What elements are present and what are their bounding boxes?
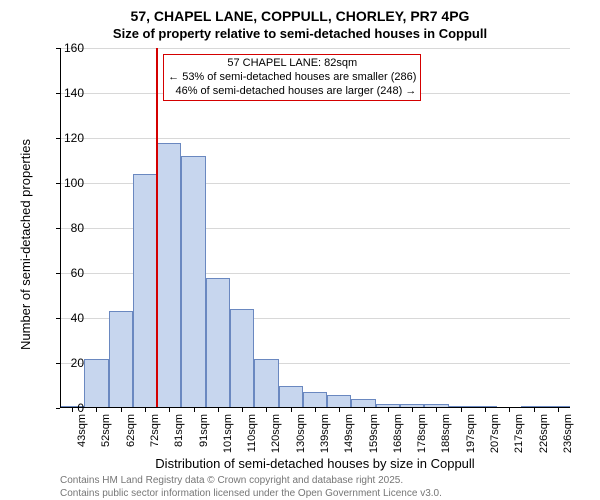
xtick-mark [412,408,413,412]
xtick-mark [266,408,267,412]
xtick-label: 52sqm [100,414,112,447]
xtick-mark [388,408,389,412]
xtick-mark [558,408,559,412]
xtick-mark [339,408,340,412]
footer-line-2: Contains public sector information licen… [60,487,442,500]
xtick-label: 149sqm [343,414,355,453]
xtick-mark [364,408,365,412]
ytick-label: 20 [54,356,84,370]
xtick-mark [96,408,97,412]
xtick-label: 168sqm [392,414,404,453]
xtick-mark [315,408,316,412]
xtick-mark [461,408,462,412]
xtick-label: 120sqm [270,414,282,453]
xtick-label: 236sqm [562,414,574,453]
ytick-label: 100 [54,176,84,190]
y-axis-label: Number of semi-detached properties [18,139,33,350]
ytick-label: 140 [54,86,84,100]
ytick-label: 0 [54,401,84,415]
xtick-label: 159sqm [368,414,380,453]
x-axis-label: Distribution of semi-detached houses by … [60,456,570,471]
xtick-mark [534,408,535,412]
xtick-label: 43sqm [76,414,88,447]
annotation-line: 46% of semi-detached houses are larger (… [168,85,416,99]
xtick-label: 72sqm [149,414,161,447]
xtick-mark [169,408,170,412]
xtick-label: 91sqm [198,414,210,447]
xtick-mark [509,408,510,412]
xtick-mark [194,408,195,412]
xtick-mark [242,408,243,412]
xtick-label: 226sqm [538,414,550,453]
xtick-label: 62sqm [125,414,137,447]
annotation-line: ← 53% of semi-detached houses are smalle… [168,71,416,85]
chart-title-main: 57, CHAPEL LANE, COPPULL, CHORLEY, PR7 4… [0,8,600,24]
xtick-label: 188sqm [440,414,452,453]
xtick-mark [436,408,437,412]
xtick-label: 130sqm [295,414,307,453]
xtick-mark [121,408,122,412]
annotation-line: 57 CHAPEL LANE: 82sqm [168,57,416,71]
plot-frame [60,48,570,408]
ytick-label: 60 [54,266,84,280]
xtick-label: 178sqm [416,414,428,453]
xtick-label: 207sqm [489,414,501,453]
ytick-label: 80 [54,221,84,235]
chart-container: 57, CHAPEL LANE, COPPULL, CHORLEY, PR7 4… [0,0,600,500]
xtick-label: 139sqm [319,414,331,453]
chart-title-sub: Size of property relative to semi-detach… [0,26,600,41]
xtick-label: 110sqm [246,414,258,452]
xtick-label: 217sqm [513,414,525,453]
xtick-mark [485,408,486,412]
ytick-label: 160 [54,41,84,55]
xtick-mark [291,408,292,412]
xtick-mark [218,408,219,412]
xtick-mark [145,408,146,412]
xtick-label: 101sqm [222,414,234,453]
xtick-label: 197sqm [465,414,477,453]
plot-area: 57 CHAPEL LANE: 82sqm← 53% of semi-detac… [60,48,570,408]
ytick-label: 40 [54,311,84,325]
ytick-label: 120 [54,131,84,145]
xtick-label: 81sqm [173,414,185,447]
annotation-box: 57 CHAPEL LANE: 82sqm← 53% of semi-detac… [163,54,421,101]
footer-line-1: Contains HM Land Registry data © Crown c… [60,474,403,487]
